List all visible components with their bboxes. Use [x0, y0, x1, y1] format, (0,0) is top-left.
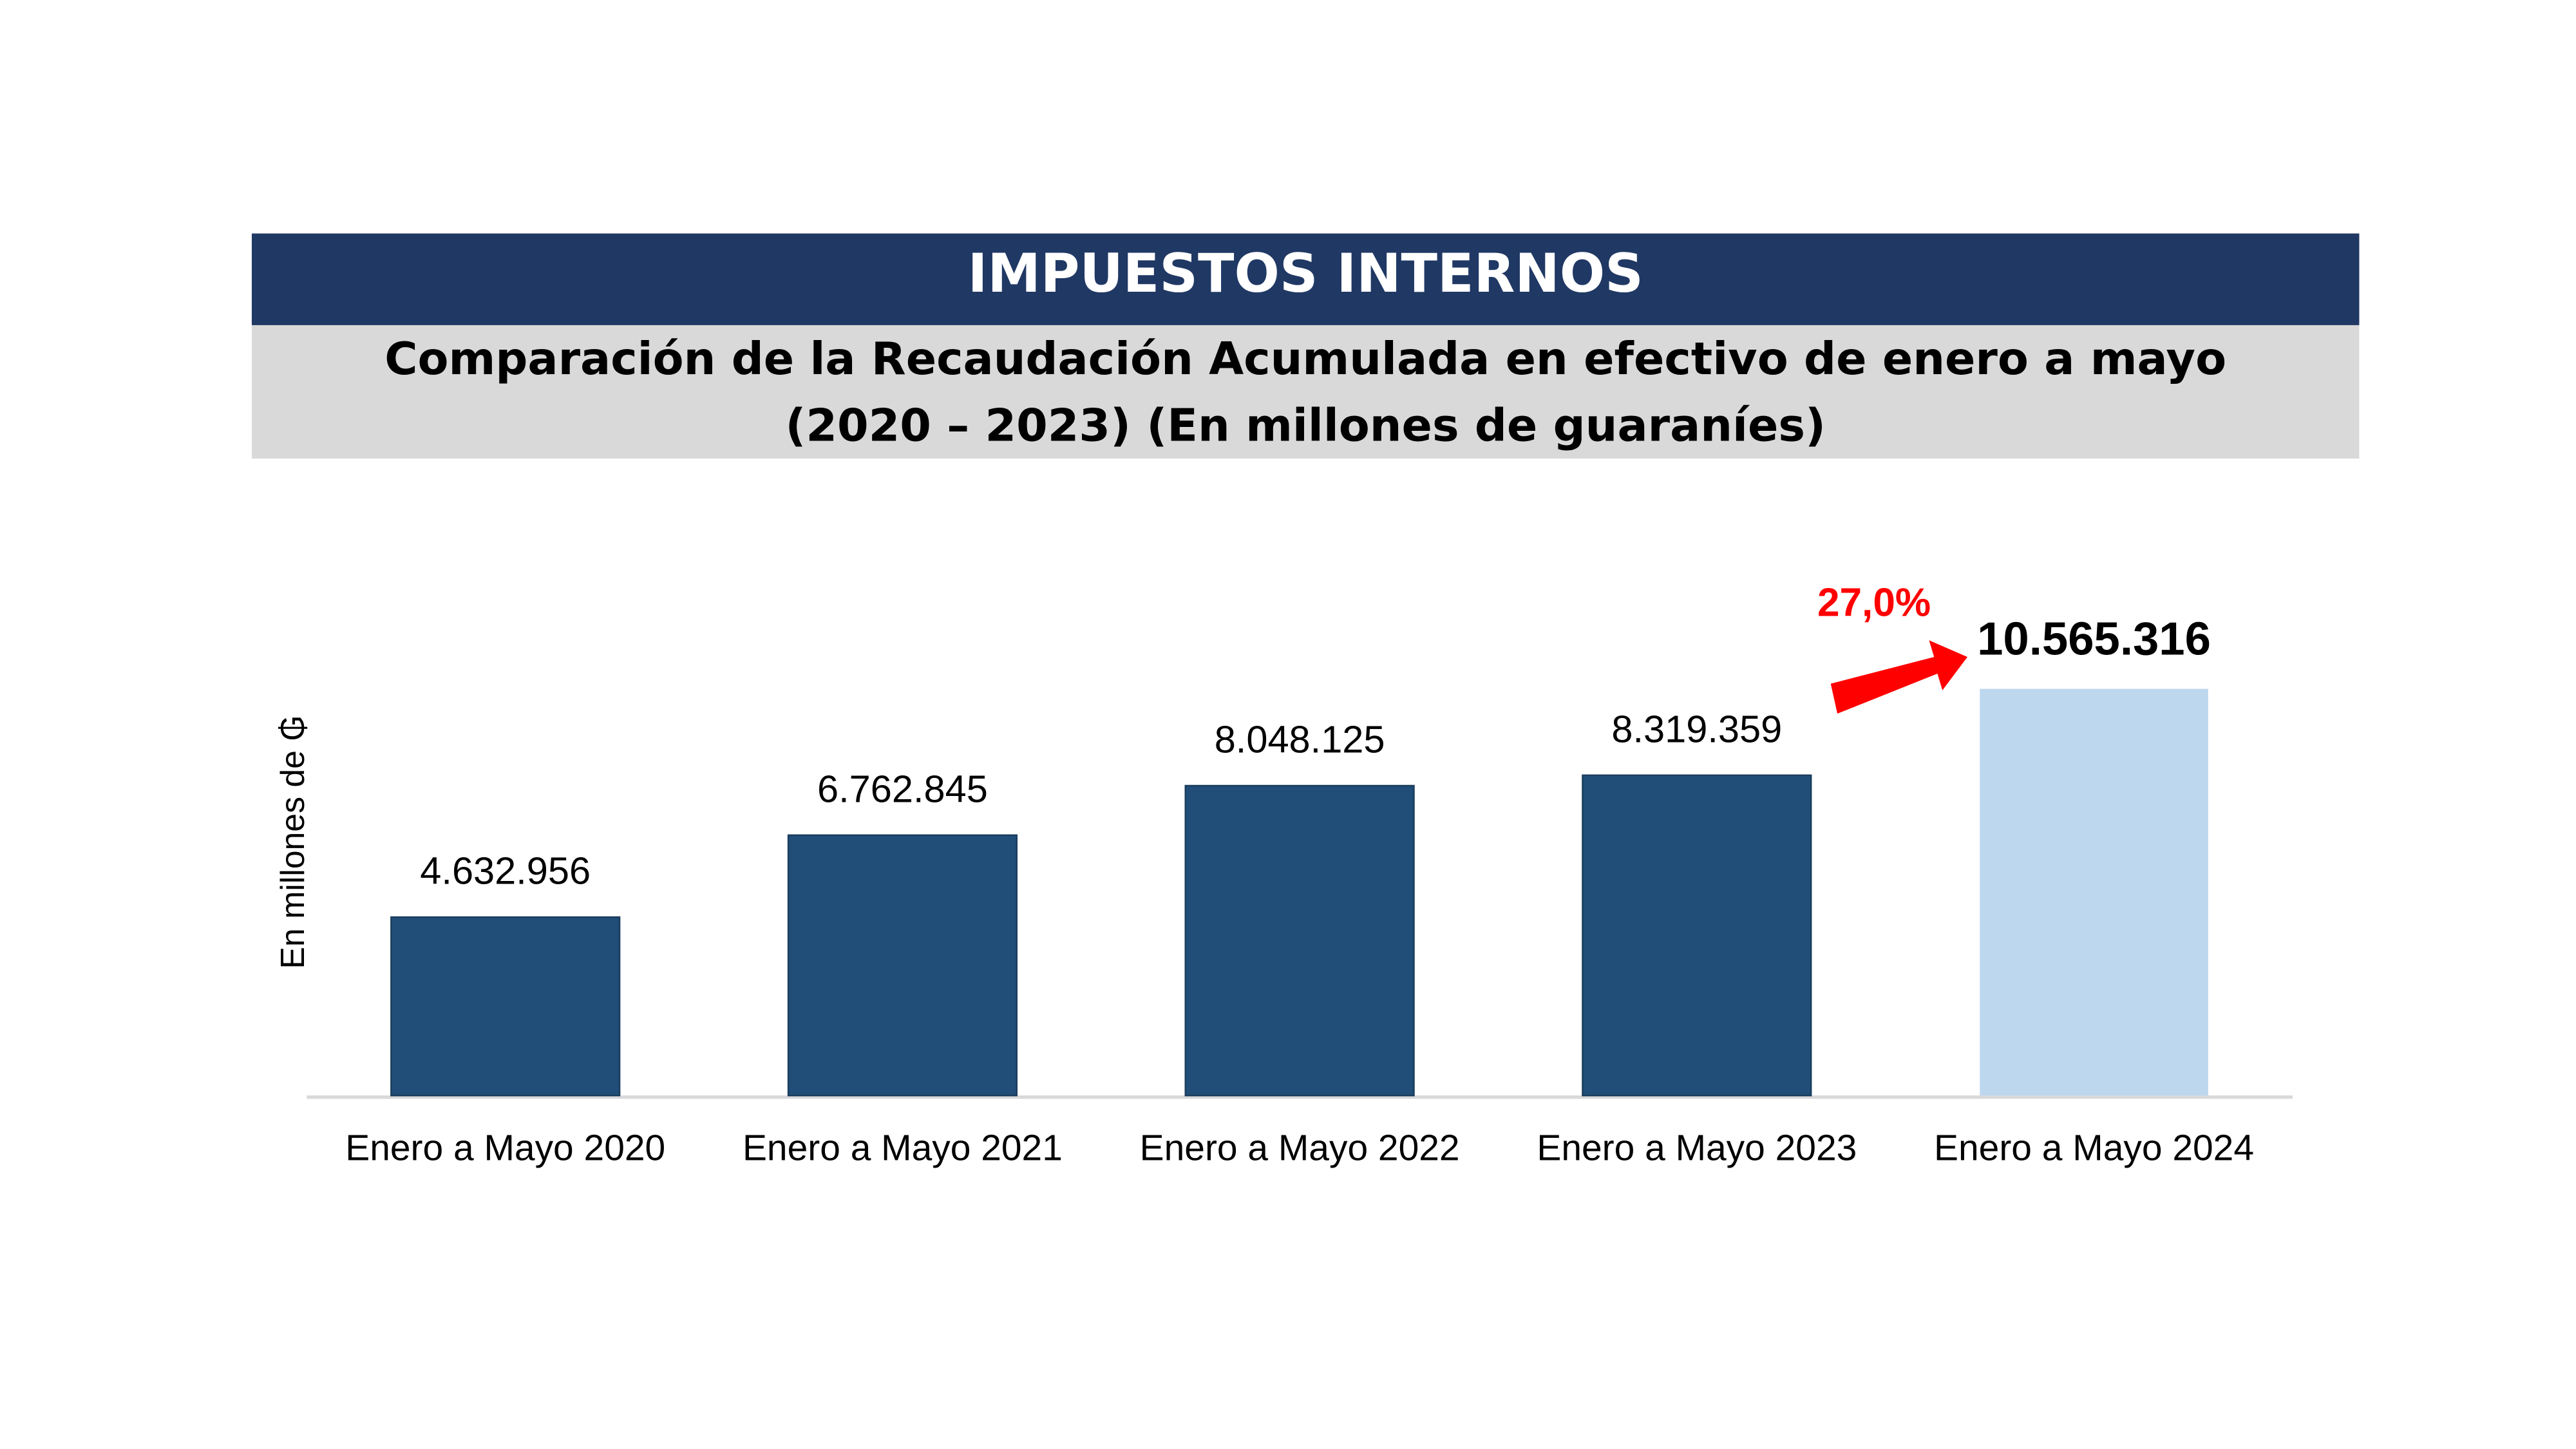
x-tick-label: Enero a Mayo 2023 [1537, 1128, 1857, 1169]
value-label: 6.762.845 [817, 767, 988, 810]
value-label: 8.048.125 [1215, 717, 1385, 761]
chart-subtitle: Comparación de la Recaudación Acumulada … [384, 333, 2226, 385]
value-label: 10.565.316 [1977, 612, 2211, 665]
value-label: 4.632.956 [420, 849, 591, 893]
value-label: 8.319.359 [1611, 707, 1782, 750]
growth-arrow [1830, 640, 1968, 714]
growth-annotation: 27,0% [1817, 580, 1931, 625]
bar [787, 834, 1018, 1097]
bar [390, 916, 621, 1097]
x-tick-label: Enero a Mayo 2021 [743, 1128, 1063, 1169]
x-tick-label: Enero a Mayo 2022 [1140, 1128, 1460, 1169]
chart-subtitle: (2020 – 2023) (En millones de guaraníes) [785, 399, 1825, 451]
y-axis-label: En millones de ₲ [274, 715, 311, 969]
subtitle-band [251, 325, 2360, 459]
x-tick-label: Enero a Mayo 2020 [345, 1128, 665, 1169]
chart-title: IMPUESTOS INTERNOS [968, 242, 1643, 305]
bar [1184, 784, 1415, 1097]
x-tick-label: Enero a Mayo 2024 [1934, 1128, 2254, 1169]
title-band [251, 233, 2360, 325]
bar [1980, 688, 2208, 1096]
bar [1582, 774, 1812, 1097]
